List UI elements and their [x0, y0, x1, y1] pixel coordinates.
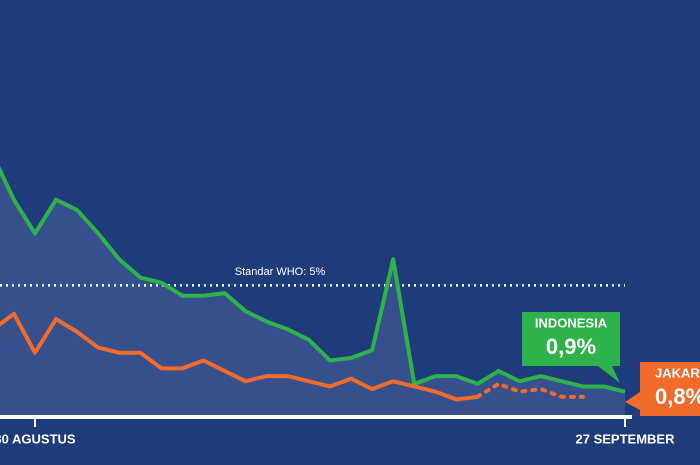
series-line [0, 311, 478, 402]
callout-pointer [625, 392, 640, 410]
x-tick-label: 27 SEPTEMBER [576, 431, 676, 446]
series-line [0, 165, 626, 394]
series-line [475, 381, 585, 399]
x-tick-label: 30 AGUSTUS [0, 431, 76, 446]
callout-box [522, 312, 620, 366]
callout-name: INDONESIA [535, 315, 608, 330]
callout-pointer [598, 366, 620, 383]
callout-name: JAKARTA [655, 365, 700, 380]
area [0, 170, 625, 415]
callout-value: 0,8% [655, 384, 700, 409]
callout-value: 0,9% [546, 334, 596, 359]
reference-label: Standar WHO: 5% [235, 266, 326, 278]
callout-box [640, 362, 700, 416]
